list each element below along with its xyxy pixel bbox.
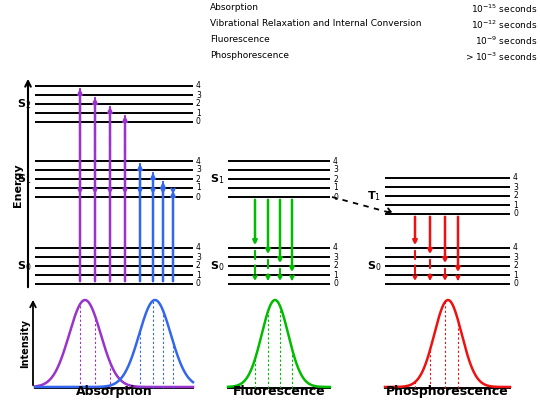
Text: 3: 3 [196,252,201,262]
Text: 3: 3 [513,182,518,192]
Text: S$_1$: S$_1$ [17,172,31,186]
Text: 0: 0 [196,118,201,126]
Text: 2: 2 [333,174,338,184]
Text: $10^{-12}$ seconds: $10^{-12}$ seconds [471,19,537,31]
Text: 2: 2 [196,262,201,270]
Text: 4: 4 [513,174,518,182]
Text: Fluorescence: Fluorescence [233,385,325,398]
Text: 3: 3 [333,166,338,174]
Text: 0: 0 [513,210,518,218]
Text: 2: 2 [196,174,201,184]
Text: 1: 1 [333,184,338,192]
Text: S$_0$: S$_0$ [367,259,381,273]
Text: Phosphorescence: Phosphorescence [386,385,509,398]
Text: 1: 1 [196,108,201,118]
Text: 4: 4 [333,244,338,252]
Text: 1: 1 [513,270,518,280]
Text: 1: 1 [196,270,201,280]
Text: 1: 1 [513,200,518,210]
Text: 3: 3 [196,166,201,174]
Text: 4: 4 [333,156,338,166]
Text: S$_0$: S$_0$ [17,259,31,273]
Text: Vibrational Relaxation and Internal Conversion: Vibrational Relaxation and Internal Conv… [210,19,422,28]
Text: Intensity: Intensity [20,319,30,368]
Text: S$_2$: S$_2$ [17,97,31,111]
Text: 1: 1 [333,270,338,280]
Text: 4: 4 [196,156,201,166]
Text: $10^{-15}$ seconds: $10^{-15}$ seconds [471,3,537,15]
Text: 0: 0 [513,280,518,288]
Text: 3: 3 [333,252,338,262]
Text: Fluorescence: Fluorescence [210,35,270,44]
Text: 4: 4 [513,244,518,252]
Text: 0: 0 [333,192,338,202]
Text: 4: 4 [196,244,201,252]
Text: Energy: Energy [13,163,23,207]
Text: S$_1$: S$_1$ [210,172,224,186]
Text: Phosphorescence: Phosphorescence [210,51,289,60]
Text: 0: 0 [333,280,338,288]
Text: T$_1$: T$_1$ [367,189,381,203]
Text: Absorption: Absorption [76,385,152,398]
Text: $10^{-9}$ seconds: $10^{-9}$ seconds [475,35,537,47]
Text: 2: 2 [333,262,338,270]
Text: 3: 3 [513,252,518,262]
Text: 3: 3 [196,90,201,100]
Text: 4: 4 [196,82,201,90]
Text: 2: 2 [513,262,518,270]
Text: 0: 0 [196,280,201,288]
Text: 2: 2 [513,192,518,200]
Text: $>10^{-3}$ seconds: $>10^{-3}$ seconds [464,51,537,63]
Text: 0: 0 [196,192,201,202]
Text: Absorption: Absorption [210,3,259,12]
Text: 1: 1 [196,184,201,192]
Text: S$_0$: S$_0$ [210,259,224,273]
Text: 2: 2 [196,100,201,108]
